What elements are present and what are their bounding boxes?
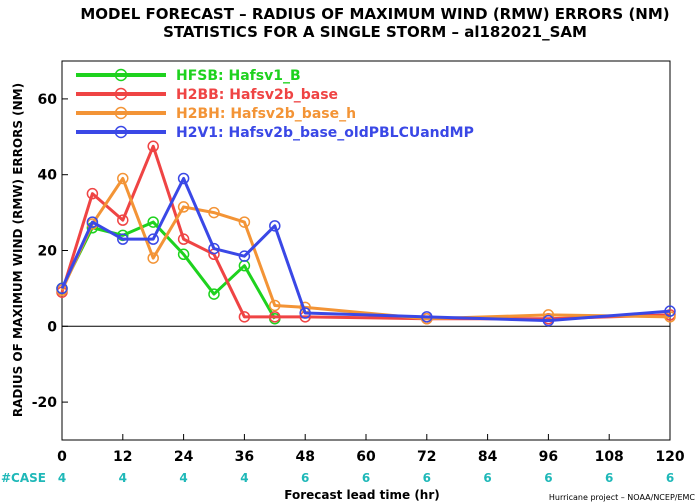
data-point <box>177 248 190 261</box>
case-counts: 4 4 4 4 6 6 6 6 6 6 6 <box>58 471 674 485</box>
data-point <box>542 314 555 327</box>
y-tick-label: -20 <box>32 395 58 411</box>
x-tick-label: 96 <box>539 449 558 465</box>
legend-entry: H2BB: Hafsv2b_base <box>176 87 338 103</box>
chart-subtitle: STATISTICS FOR A SINGLE STORM – al182021… <box>163 23 587 41</box>
case-count: 6 <box>605 471 613 485</box>
legend-marker <box>114 68 128 82</box>
x-tick-label: 120 <box>655 449 684 465</box>
data-point <box>117 172 129 185</box>
data-point <box>117 214 129 226</box>
y-axis: -20 0 20 40 60 <box>32 92 68 411</box>
x-tick-label: 84 <box>478 449 498 465</box>
case-count: 6 <box>301 471 309 485</box>
series-line <box>60 176 671 323</box>
y-tick-label: 40 <box>38 168 58 184</box>
data-point <box>117 233 129 245</box>
data-point <box>147 216 159 228</box>
legend-entry: H2BH: Hafsv2b_base_h <box>176 106 356 122</box>
legend: HFSB: Hafsv1_B H2BB: Hafsv2b_base H2BH: Ha… <box>76 68 474 141</box>
legend-entry: H2V1: Hafsv2b_base_oldPBLCUandMP <box>176 125 474 141</box>
data-point <box>56 282 68 295</box>
legend-marker <box>114 125 128 139</box>
series-line <box>60 176 671 321</box>
x-tick-label: 12 <box>113 449 132 465</box>
data-point <box>208 206 220 219</box>
data-point <box>269 311 281 323</box>
y-tick-label: 0 <box>47 319 57 335</box>
x-axis: 0 12 24 36 48 60 72 84 96 108 120 <box>57 434 685 465</box>
legend-entry: HFSB: Hafsv1_B <box>176 68 301 84</box>
y-tick-label: 20 <box>38 244 58 260</box>
data-point <box>177 172 190 185</box>
data-point <box>147 233 159 245</box>
data-point <box>208 288 220 300</box>
credit-text: Hurricane project – NOAA/NCEP/EMC <box>549 493 696 502</box>
data-point <box>238 311 251 323</box>
series-layer <box>56 140 676 327</box>
data-point <box>86 216 99 228</box>
x-axis-label: Forecast lead time (hr) <box>284 488 440 502</box>
x-tick-label: 60 <box>356 449 376 465</box>
x-tick-label: 48 <box>295 449 314 465</box>
data-point <box>421 311 433 323</box>
case-count: 6 <box>544 471 552 485</box>
x-tick-label: 36 <box>235 449 254 465</box>
data-point <box>147 140 159 153</box>
data-point <box>147 252 159 264</box>
case-label: #CASE <box>1 471 46 485</box>
case-count: 6 <box>666 471 674 485</box>
data-point <box>177 233 190 245</box>
series-line <box>60 144 671 321</box>
chart-title: MODEL FORECAST – RADIUS OF MAXIMUM WIND … <box>80 5 669 23</box>
data-point <box>269 299 281 312</box>
legend-marker <box>114 106 128 120</box>
y-axis-label: RADIUS OF MAXIMUM WIND (RMW) ERRORS (NM) <box>11 83 25 417</box>
data-point <box>664 305 676 317</box>
data-point <box>177 201 190 213</box>
case-count: 6 <box>362 471 370 485</box>
case-count: 4 <box>58 471 66 485</box>
case-count: 4 <box>179 471 187 485</box>
case-count: 4 <box>240 471 248 485</box>
data-point <box>238 216 251 228</box>
case-count: 6 <box>423 471 431 485</box>
data-point <box>208 242 220 255</box>
plot-frame <box>61 60 671 441</box>
legend-marker <box>114 87 128 101</box>
data-point <box>299 307 311 319</box>
y-tick-label: 60 <box>38 92 58 108</box>
data-point <box>238 250 251 262</box>
x-tick-label: 24 <box>174 449 194 465</box>
x-tick-label: 72 <box>417 449 436 465</box>
case-count: 6 <box>483 471 491 485</box>
x-tick-label: 108 <box>595 449 624 465</box>
x-tick-label: 0 <box>57 449 67 465</box>
data-point <box>86 187 99 200</box>
case-count: 4 <box>119 471 127 485</box>
data-point <box>269 220 281 232</box>
